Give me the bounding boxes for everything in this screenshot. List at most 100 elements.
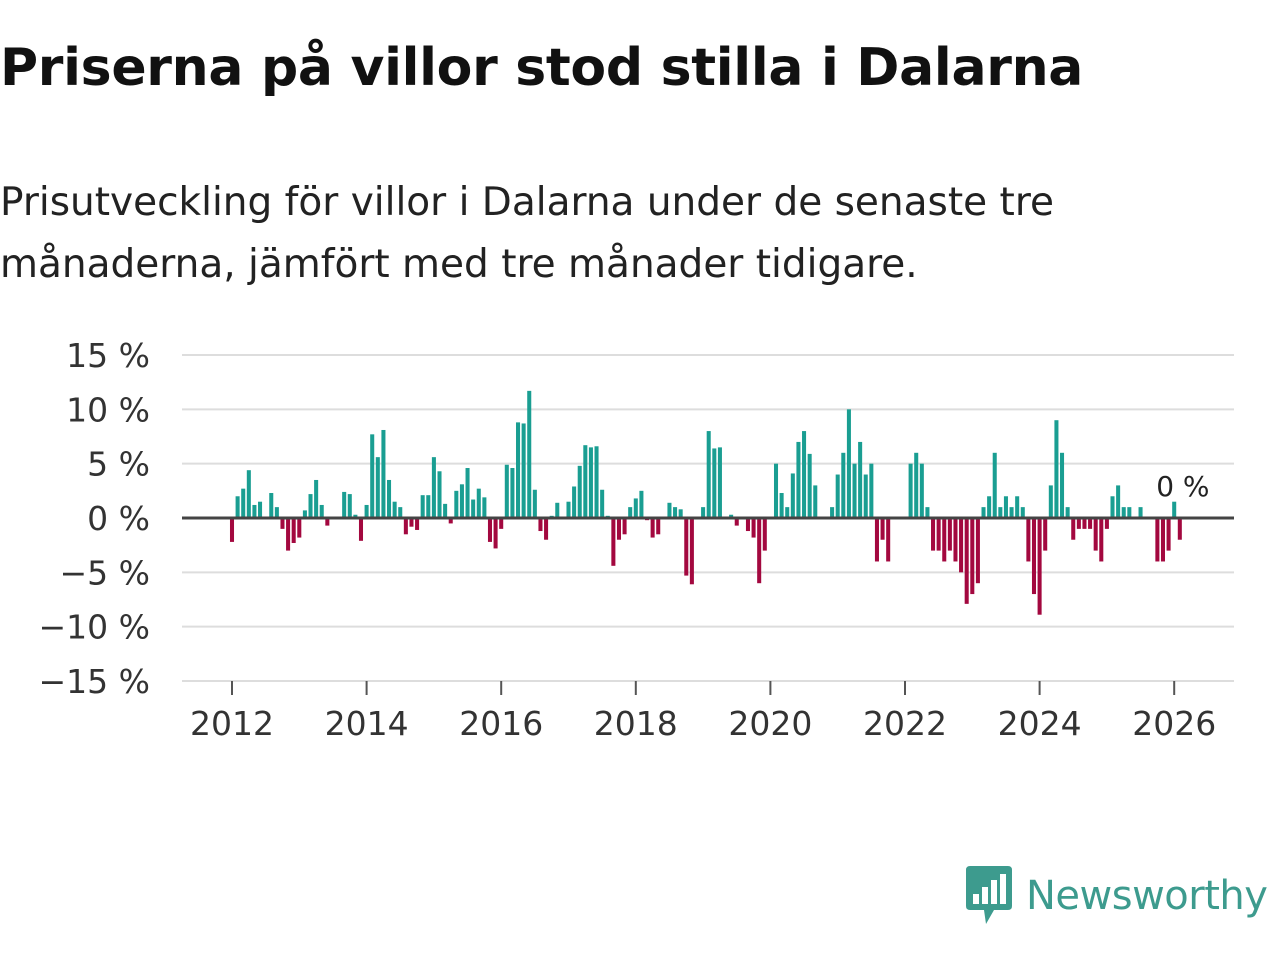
x-tick-label: 2016: [459, 704, 543, 743]
bar: [975, 518, 980, 584]
bar: [566, 501, 571, 518]
bar: [745, 518, 750, 532]
bar: [953, 518, 958, 562]
bar: [1155, 518, 1160, 562]
annotation-label: 0 %: [1156, 470, 1209, 503]
bar: [1037, 518, 1042, 615]
bar: [370, 434, 375, 518]
bar: [1110, 496, 1115, 518]
bar: [1166, 518, 1171, 551]
bar: [813, 485, 818, 518]
bar: [555, 502, 560, 518]
bar: [353, 514, 358, 518]
chart-subtitle: Prisutveckling för villor i Dalarna unde…: [0, 180, 1054, 287]
bar: [443, 503, 448, 518]
x-axis-ticks: 2012 2014 2016 2018 2020 2022 2024 2026: [190, 681, 1216, 743]
bar: [1043, 518, 1048, 551]
bar: [729, 514, 734, 518]
bar: [454, 490, 459, 518]
bar: [1138, 507, 1143, 518]
bar: [465, 468, 470, 518]
y-tick-label: 0 %: [87, 499, 150, 538]
bar: [476, 488, 481, 518]
y-axis-tick-labels: 15 % 10 % 5 % 0 % −5 % −10 % −15 %: [39, 336, 151, 701]
bar: [235, 496, 240, 518]
bar: [908, 463, 913, 518]
bar: [521, 423, 526, 518]
bar: [358, 518, 364, 541]
bar: [970, 518, 975, 595]
bar: [1160, 518, 1165, 562]
bar: [689, 518, 694, 585]
y-tick-label: 15 %: [66, 336, 150, 375]
bar: [493, 518, 498, 549]
bar: [291, 518, 296, 543]
bar: [936, 518, 941, 551]
x-tick-label: 2014: [325, 704, 409, 743]
newsworthy-chart-bubble-icon: [966, 866, 1012, 924]
bar: [516, 422, 521, 518]
bar: [241, 488, 246, 518]
bar: [319, 504, 324, 518]
bar: [785, 507, 790, 518]
bar: [252, 504, 257, 518]
bar: [302, 510, 307, 518]
bar: [981, 507, 986, 518]
bar: [286, 518, 291, 551]
bar: [869, 463, 874, 518]
bar: [886, 518, 891, 562]
x-tick-label: 2024: [998, 704, 1082, 743]
bar: [1003, 496, 1008, 518]
bar: [678, 509, 683, 518]
bar: [499, 518, 504, 529]
brand-name: Newsworthy: [1026, 873, 1268, 919]
bar: [415, 518, 420, 530]
bar: [987, 496, 992, 518]
x-tick-label: 2012: [190, 704, 274, 743]
bar: [942, 518, 947, 562]
bar: [538, 518, 543, 532]
bar: [600, 489, 605, 518]
y-tick-label: −5 %: [60, 553, 151, 592]
bar: [998, 507, 1003, 518]
bar: [802, 431, 807, 518]
bar: [1060, 452, 1065, 518]
bar: [762, 518, 767, 551]
annotation-group: 0 %: [1156, 470, 1209, 503]
bar: [229, 518, 235, 542]
bar: [1065, 507, 1070, 518]
bar: [1020, 507, 1025, 518]
bar: [717, 447, 722, 518]
bar: [583, 445, 588, 518]
bar: [1093, 518, 1098, 551]
bar: [342, 491, 347, 518]
bar: [280, 518, 285, 529]
bar: [874, 518, 879, 562]
bar: [633, 498, 638, 518]
bar: [706, 431, 711, 518]
bar: [459, 484, 464, 518]
bar: [1082, 518, 1087, 529]
bar: [426, 495, 431, 518]
bar: [1076, 518, 1081, 529]
bar: [830, 507, 835, 518]
bar: [381, 429, 386, 518]
bar: [398, 507, 403, 518]
bar: [684, 518, 689, 576]
bar: [779, 493, 784, 518]
bar: [701, 507, 706, 518]
x-tick-label: 2026: [1132, 704, 1216, 743]
y-tick-label: 10 %: [66, 390, 150, 429]
bar: [1088, 518, 1093, 529]
bar: [269, 493, 274, 518]
bar: [403, 518, 408, 535]
bar: [1031, 518, 1037, 595]
bar: [611, 518, 616, 566]
bar: [409, 518, 414, 527]
bar: [308, 494, 313, 518]
bar: [925, 507, 930, 518]
bar: [835, 474, 840, 518]
bar: [734, 518, 739, 526]
y-tick-label: −10 %: [39, 608, 151, 647]
newsworthy-logo: Newsworthy: [964, 864, 1268, 928]
